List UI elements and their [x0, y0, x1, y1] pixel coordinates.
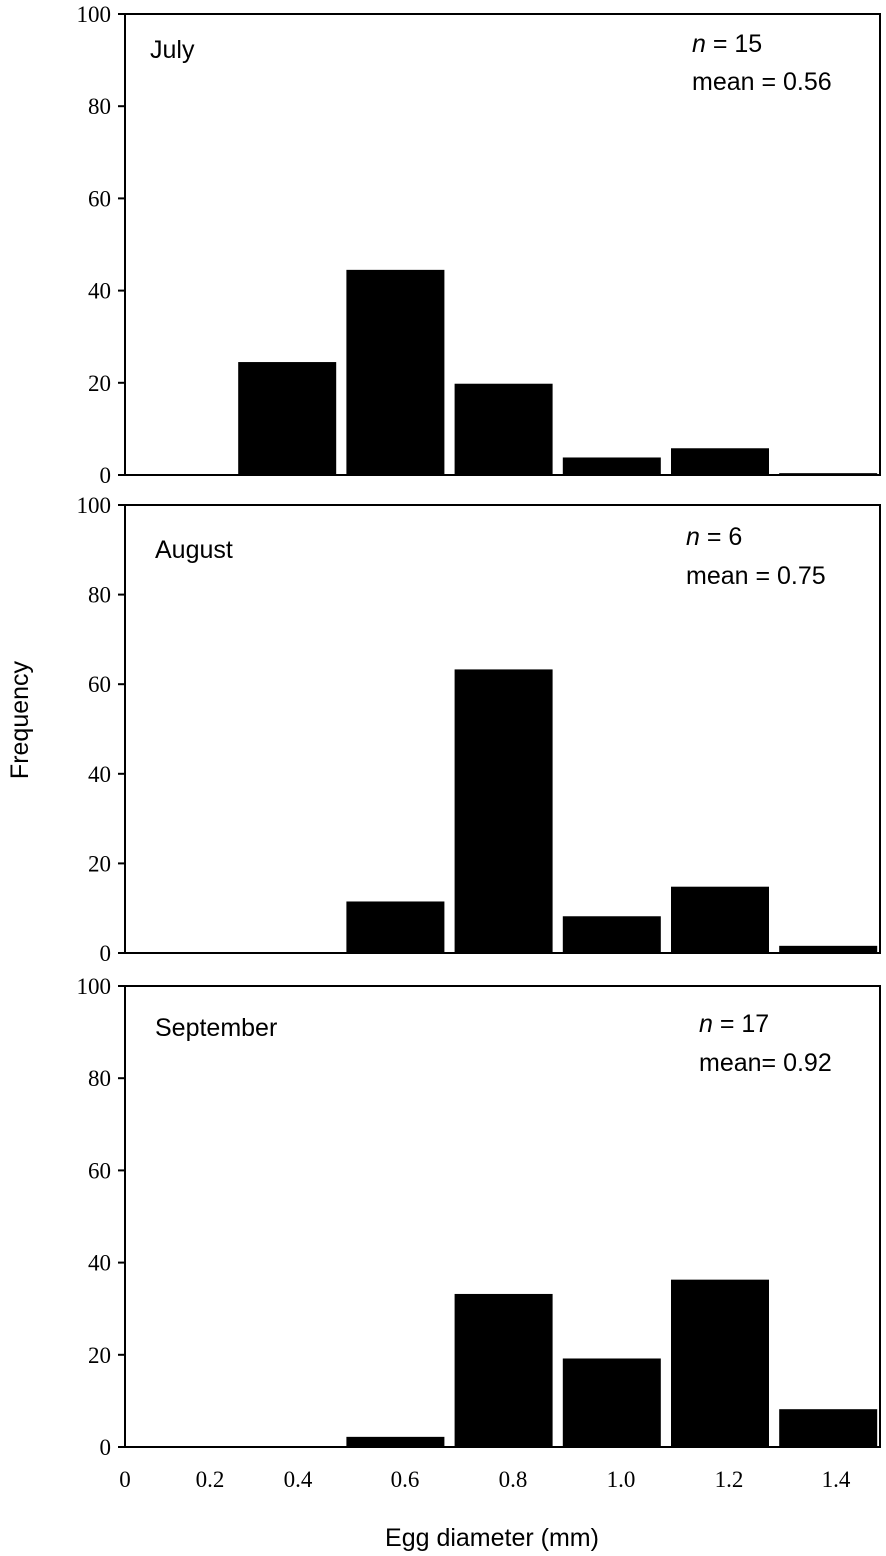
- panel-september: 0 20 40 60 80 100 September n = 17 mean= 0.92: [77, 974, 881, 1460]
- mean-label: mean = 0.56: [692, 68, 832, 96]
- y-tick-label: 80: [88, 94, 111, 119]
- y-tick-label: 100: [77, 2, 112, 27]
- bar-september-1.2: [671, 1279, 769, 1447]
- sample-size-label: n = 6: [686, 523, 742, 551]
- y-tick-label: 40: [88, 762, 111, 787]
- bar-september-0.8: [454, 1293, 553, 1447]
- y-tick-label: 20: [88, 371, 111, 396]
- bar-august-1.4: [779, 945, 878, 953]
- panel-title: July: [150, 36, 195, 64]
- x-tick-label: 0.6: [391, 1467, 420, 1492]
- mean-label: mean= 0.92: [699, 1049, 832, 1077]
- bar-september-1.4: [779, 1409, 878, 1447]
- y-tick-label: 60: [88, 1158, 111, 1183]
- y-tick-label: 0: [100, 463, 112, 488]
- n-value: = 15: [706, 30, 762, 58]
- y-tick-label: 80: [88, 1066, 111, 1091]
- y-tick-label: 20: [88, 851, 111, 876]
- x-axis-title: Egg diameter (mm): [385, 1524, 599, 1552]
- sample-size-label: n = 17: [699, 1010, 769, 1038]
- x-tick-label: 1.2: [715, 1467, 744, 1492]
- x-tick-label: 0.8: [499, 1467, 528, 1492]
- y-tick-label: 0: [100, 1435, 112, 1460]
- panel-title: August: [155, 536, 233, 564]
- y-tick-label: 80: [88, 583, 111, 608]
- y-tick-label: 0: [100, 941, 112, 966]
- bar-august-0.6: [346, 901, 445, 953]
- bar-july-1.0: [562, 457, 661, 475]
- bar-august-1.2: [671, 886, 769, 953]
- bar-july-1.2: [671, 448, 769, 475]
- y-tick-label: 100: [77, 974, 112, 999]
- y-tick-label: 100: [77, 493, 112, 518]
- bar-august-0.8: [454, 669, 553, 953]
- n-value: = 6: [700, 523, 742, 551]
- bar-september-0.6: [346, 1436, 445, 1447]
- n-symbol: n: [699, 1010, 713, 1038]
- bar-august-1.0: [562, 916, 661, 953]
- sample-size-label: n = 15: [692, 30, 762, 58]
- y-tick-label: 60: [88, 186, 111, 211]
- x-tick-label: 0.2: [196, 1467, 225, 1492]
- y-tick-label: 40: [88, 1251, 111, 1276]
- mean-label: mean = 0.75: [686, 562, 826, 590]
- n-symbol: n: [692, 30, 706, 58]
- panel-july: 0 20 40 60 80 100 July n = 15 mean = 0.56: [77, 2, 881, 488]
- y-tick-label: 40: [88, 279, 111, 304]
- x-tick-label: 0.4: [284, 1467, 313, 1492]
- panel-august: 0 20 40 60 80 100 August n = 6 mean = 0.75: [77, 493, 881, 966]
- n-symbol: n: [686, 523, 700, 551]
- bar-july-1.4: [779, 473, 878, 475]
- x-tick-label: 1.4: [822, 1467, 851, 1492]
- y-tick-label: 60: [88, 672, 111, 697]
- bar-july-0.4: [238, 362, 337, 475]
- bar-july-0.8: [454, 383, 553, 475]
- x-tick-label: 1.0: [607, 1467, 636, 1492]
- n-value: = 17: [713, 1010, 769, 1038]
- bar-july-0.6: [346, 269, 445, 475]
- panel-title: September: [155, 1014, 277, 1042]
- bar-september-1.0: [562, 1358, 661, 1447]
- x-tick-label: 0: [119, 1467, 131, 1492]
- y-tick-label: 20: [88, 1343, 111, 1368]
- y-axis-title: Frequency: [6, 660, 34, 779]
